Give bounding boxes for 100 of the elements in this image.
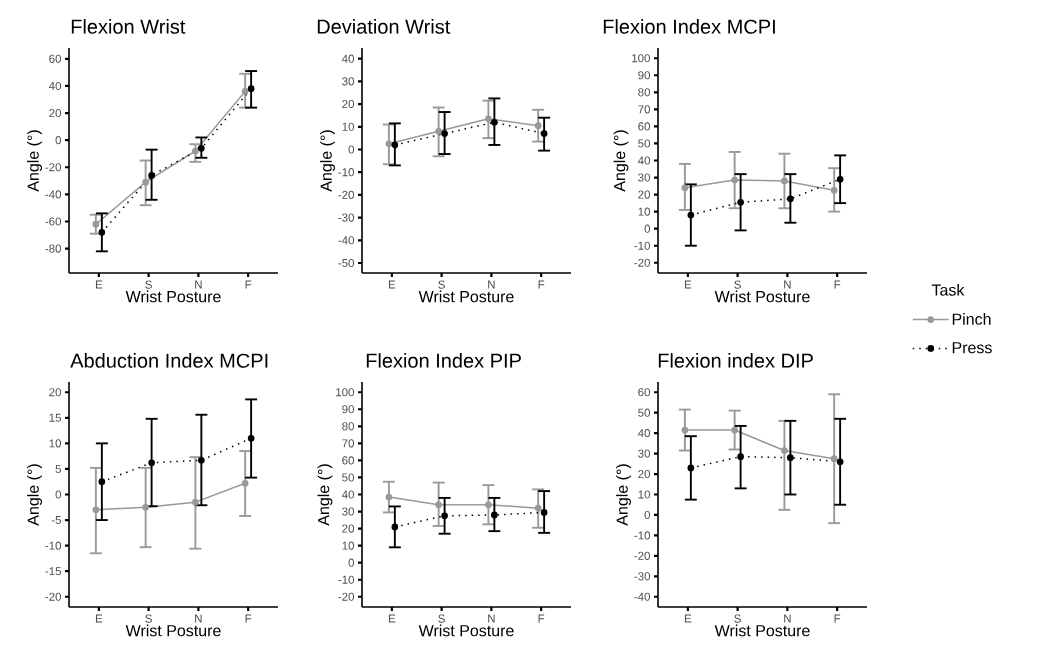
y-tick-label: 100: [632, 54, 651, 63]
x-tick-label: E: [684, 614, 692, 623]
y-tick-label: 40: [341, 54, 355, 63]
y-tick-label: -40: [634, 592, 651, 601]
y-tick-label: 20: [638, 190, 651, 199]
y-tick-label: 50: [638, 408, 651, 417]
legend-label: Press: [952, 342, 992, 354]
y-tick-label: 90: [638, 71, 651, 80]
y-tick-label: -60: [45, 217, 62, 226]
y-tick-label: 90: [342, 405, 355, 414]
y-tick-label: -10: [338, 575, 355, 584]
x-tick-label: E: [388, 614, 396, 623]
y-tick-label: 30: [638, 449, 651, 458]
y-tick-label: -20: [45, 592, 62, 601]
x-axis-title: Wrist Posture: [714, 290, 810, 303]
y-tick-label: 15: [49, 413, 61, 422]
y-tick-label: 20: [638, 469, 651, 479]
y-tick-label: 40: [637, 429, 651, 438]
y-tick-label: 10: [342, 541, 355, 550]
x-tick-label: E: [95, 614, 103, 623]
y-tick-label: 0: [55, 490, 62, 499]
x-tick-label: N: [784, 280, 791, 289]
x-tick-label: S: [145, 614, 152, 623]
legend-title: Task: [931, 283, 965, 296]
x-tick-label: N: [488, 280, 495, 289]
y-tick-label: 5: [55, 464, 61, 473]
x-tick-label: S: [734, 614, 741, 623]
y-tick-label: 0: [348, 145, 355, 154]
x-tick-label: S: [145, 280, 152, 289]
y-tick-label: -20: [45, 163, 62, 172]
y-axis-title: Angle (°): [317, 464, 333, 526]
y-tick-label: 60: [49, 54, 62, 63]
x-tick-label: E: [95, 280, 103, 289]
x-axis-title: Wrist Posture: [125, 290, 221, 303]
y-tick-label: 30: [342, 77, 355, 86]
x-tick-label: F: [245, 280, 252, 289]
y-tick-label: 50: [638, 139, 651, 148]
y-tick-label: 100: [336, 388, 355, 397]
y-tick-label: 80: [638, 88, 651, 97]
y-tick-label: 10: [49, 439, 62, 448]
x-tick-label: E: [388, 280, 396, 289]
y-tick-label: 10: [638, 490, 651, 499]
y-tick-label: 70: [638, 105, 651, 114]
y-tick-label: -10: [338, 168, 355, 177]
chart-title: Abduction Index MCPI: [70, 353, 268, 368]
y-tick-label: -30: [338, 213, 355, 222]
y-tick-label: 60: [638, 122, 651, 131]
y-tick-label: 40: [637, 156, 651, 165]
y-tick-label: 10: [638, 207, 651, 216]
x-tick-label: N: [195, 280, 202, 289]
y-tick-label: -40: [45, 190, 62, 199]
x-tick-label: F: [834, 280, 841, 289]
x-tick-label: S: [734, 280, 741, 289]
y-tick-label: 0: [55, 136, 62, 145]
y-tick-label: 0: [644, 510, 651, 520]
y-axis-title: Angle (°): [27, 130, 42, 192]
x-axis-title: Wrist Posture: [418, 624, 514, 637]
y-tick-label: 0: [644, 224, 651, 233]
y-tick-label: 80: [342, 422, 355, 431]
y-tick-label: 60: [342, 456, 355, 465]
x-tick-label: S: [438, 614, 445, 623]
y-tick-label: -10: [634, 241, 651, 250]
y-axis-title: Angle (°): [616, 464, 631, 526]
y-tick-label: 70: [342, 439, 355, 448]
legend-label: Pinch: [952, 313, 991, 325]
y-tick-label: 30: [638, 173, 651, 182]
y-tick-label: 30: [342, 507, 355, 516]
y-tick-label: -40: [338, 236, 355, 245]
y-tick-label: -20: [338, 190, 355, 199]
x-tick-label: N: [784, 614, 791, 623]
x-axis-title: Wrist Posture: [418, 290, 514, 303]
y-tick-label: 40: [341, 490, 355, 499]
y-tick-label: -80: [45, 244, 62, 253]
y-axis-title: Angle (°): [27, 464, 42, 526]
y-tick-label: 20: [49, 388, 62, 397]
y-tick-label: -30: [634, 572, 651, 581]
x-tick-label: N: [195, 614, 202, 623]
y-tick-label: -20: [634, 551, 651, 560]
chart-title: Flexion index DIP: [658, 353, 813, 368]
y-tick-label: 10: [342, 122, 355, 131]
x-tick-label: S: [438, 280, 445, 289]
y-tick-label: -10: [45, 541, 62, 550]
y-tick-label: 20: [342, 524, 355, 533]
y-tick-label: 40: [48, 81, 62, 91]
y-tick-label: -10: [634, 531, 651, 540]
y-tick-label: -20: [634, 258, 651, 267]
y-tick-label: 0: [348, 558, 355, 567]
x-tick-label: N: [488, 614, 495, 623]
x-tick-label: F: [538, 280, 545, 289]
x-tick-label: E: [684, 280, 692, 289]
chart-title: Deviation Wrist: [317, 19, 451, 34]
x-axis-title: Wrist Posture: [714, 624, 810, 637]
x-tick-label: F: [538, 614, 545, 623]
y-tick-label: -15: [45, 567, 61, 576]
chart-title: Flexion Index MCPI: [603, 19, 775, 34]
y-tick-label: 20: [342, 100, 355, 109]
chart-title: Flexion Index PIP: [366, 353, 521, 368]
y-tick-label: -5: [51, 516, 61, 525]
y-tick-label: 60: [638, 388, 651, 397]
y-tick-label: -20: [338, 592, 355, 601]
